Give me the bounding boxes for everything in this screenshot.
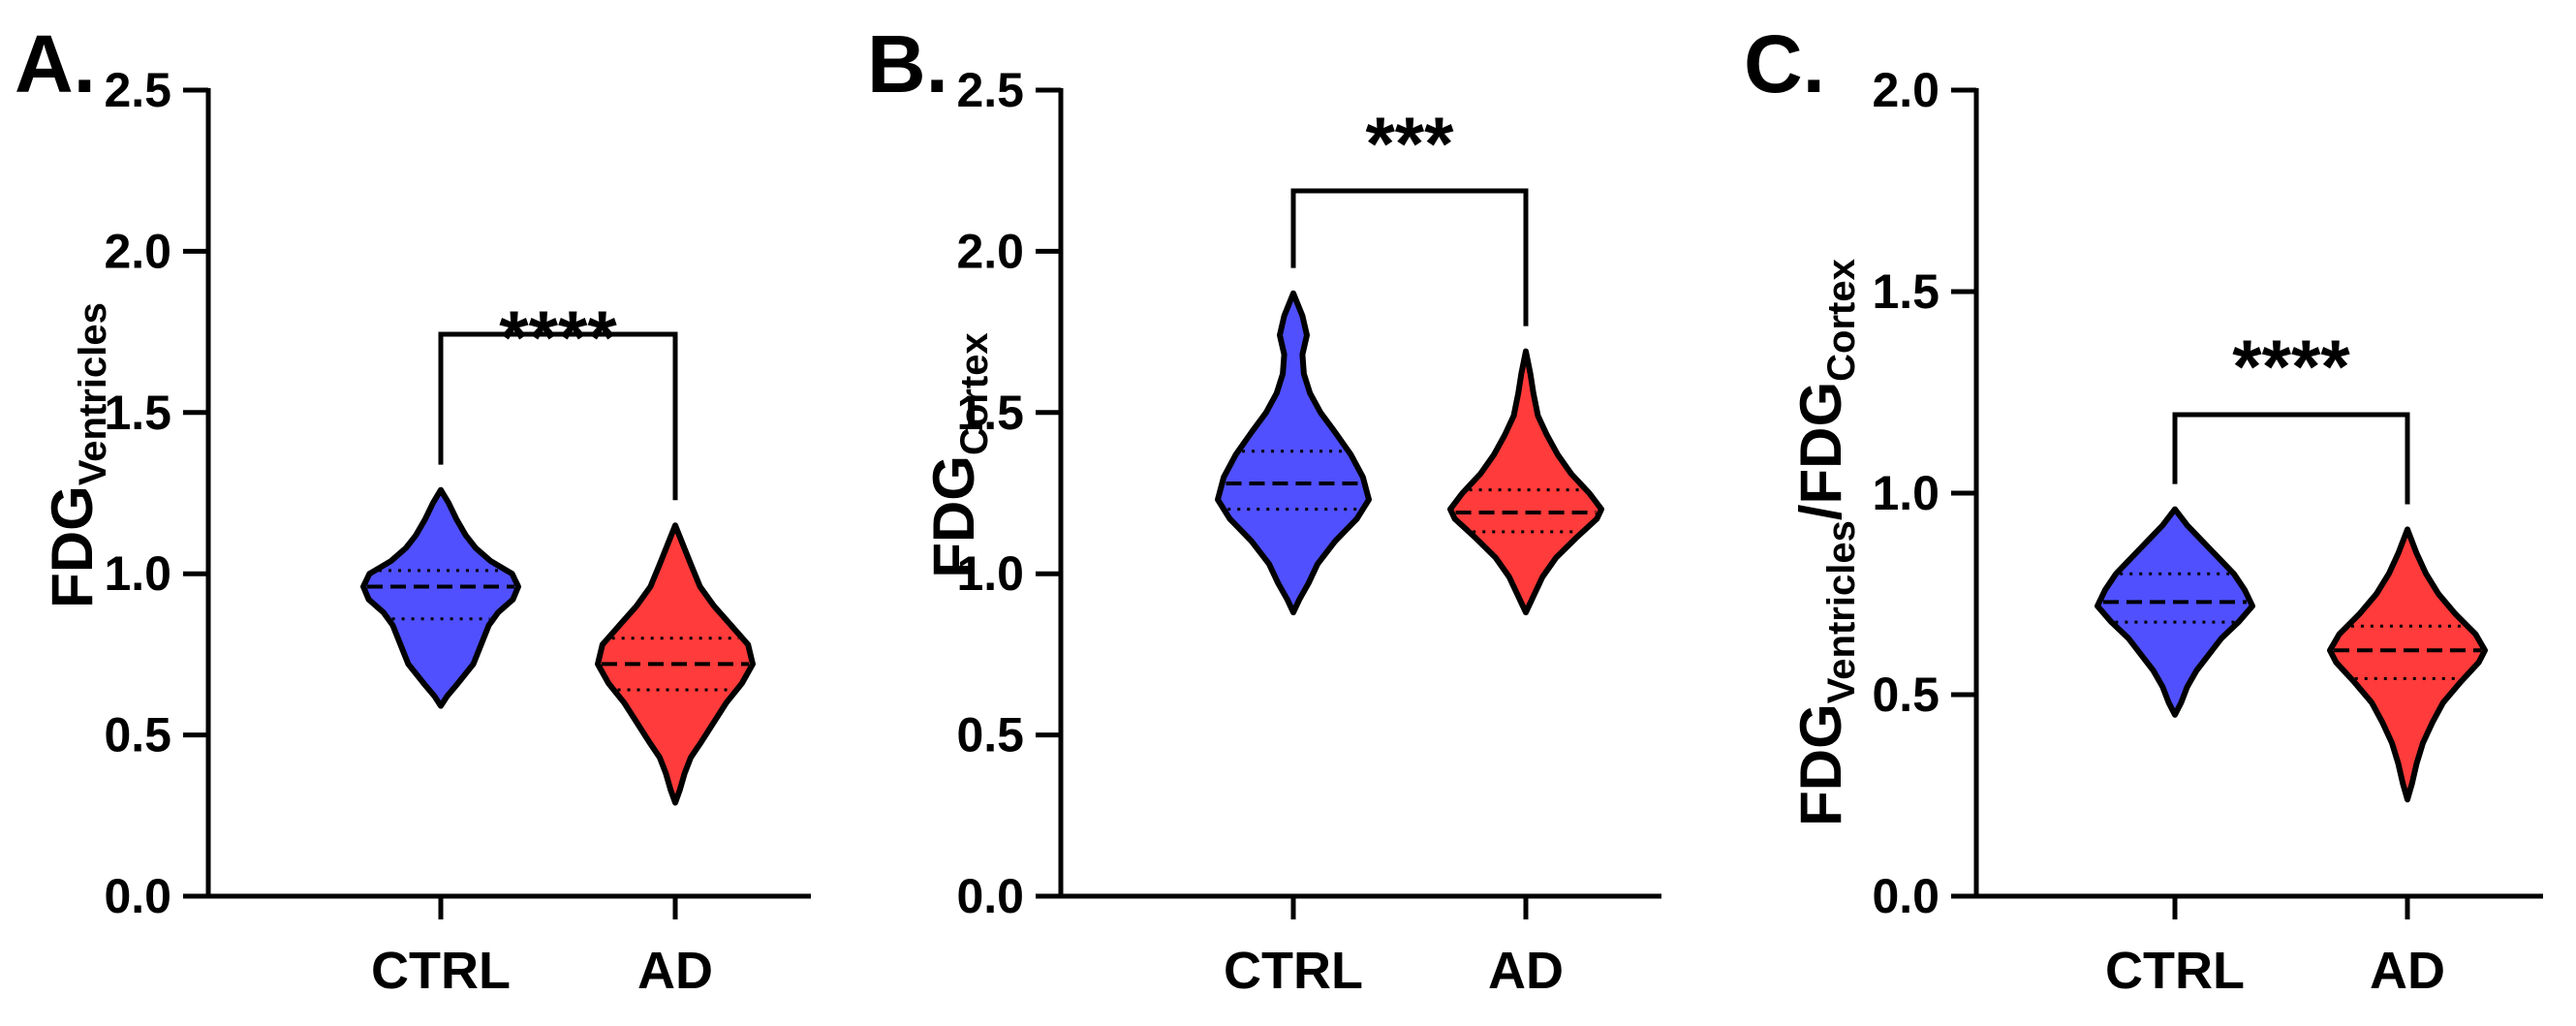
y-axis-label-part: /FDG xyxy=(1788,382,1853,520)
violin-ad xyxy=(1447,348,1604,616)
x-tick-label: CTRL xyxy=(371,942,511,1000)
x-tick-label: AD xyxy=(2370,942,2445,1000)
bracket-line xyxy=(1290,188,1529,326)
panel-label: A. xyxy=(15,18,96,109)
y-axis-label: FDGCortex xyxy=(921,332,996,577)
violin-ctrl xyxy=(1215,290,1372,616)
bracket-line xyxy=(438,331,678,501)
violin-body xyxy=(1215,290,1372,616)
y-tick-label: 0.5 xyxy=(956,708,1024,762)
y-tick-label: 1.0 xyxy=(956,546,1024,601)
x-tick-label: AD xyxy=(1488,942,1564,1000)
panel-label: B. xyxy=(867,18,948,109)
y-axis-label-part: FDG xyxy=(1788,703,1853,826)
significance-bracket: *** xyxy=(1290,101,1529,326)
y-tick-label: 0.0 xyxy=(104,869,171,923)
violin-body xyxy=(2095,506,2255,718)
violin-ctrl xyxy=(2095,506,2255,718)
bracket-line xyxy=(2172,412,2410,505)
y-tick-label: 1.0 xyxy=(104,546,171,601)
y-tick-label: 2.0 xyxy=(104,224,171,278)
x-tick-label: AD xyxy=(637,942,713,1000)
violin-body xyxy=(360,486,521,709)
y-tick-label: 0.5 xyxy=(104,708,171,762)
significance-stars: **** xyxy=(499,295,617,380)
significance-stars: **** xyxy=(2232,324,2350,409)
violin-body xyxy=(1447,348,1604,616)
x-tick-label: CTRL xyxy=(1224,942,1363,1000)
y-axis-label-part: FDG xyxy=(921,455,986,578)
y-tick-label: 1.0 xyxy=(1872,466,1940,520)
panel-a: A. 0.0 0.5 1.0 1.5 2.0 2.5 CTRL AD FDGVentricles *… xyxy=(15,18,811,1000)
y-axis-label-subscript: Cortex xyxy=(953,332,996,455)
y-tick-label: 2.5 xyxy=(956,63,1024,117)
violin-ctrl xyxy=(360,486,521,709)
y-axis-label-part: FDG xyxy=(40,485,105,608)
y-tick-label: 1.5 xyxy=(1872,264,1940,319)
y-tick-label: 1.5 xyxy=(956,386,1024,440)
panel-label: C. xyxy=(1744,18,1825,109)
y-axis-label-subscript: Ventricles xyxy=(72,302,114,485)
significance-stars: *** xyxy=(1365,101,1454,186)
y-axis-label: FDGVentricles xyxy=(40,302,114,608)
y-tick-label: 2.0 xyxy=(1872,63,1940,117)
y-tick-label: 0.0 xyxy=(956,869,1024,923)
violin-ad xyxy=(595,522,756,806)
panel-c: C. 0.0 0.5 1.0 1.5 2.0 CTRL AD FDGVentricles/FDG… xyxy=(1744,18,2543,1000)
y-tick-label: 2.0 xyxy=(956,224,1024,278)
significance-bracket: **** xyxy=(2172,324,2410,505)
violin-body xyxy=(2327,526,2488,803)
significance-bracket: **** xyxy=(438,295,678,501)
y-tick-label: 2.5 xyxy=(104,63,171,117)
x-tick-label: CTRL xyxy=(2105,942,2245,1000)
panel-b: B. 0.0 0.5 1.0 1.5 2.0 2.5 CTRL AD FDGCortex *** xyxy=(867,18,1661,1000)
y-axis-label-subscript: Cortex xyxy=(1820,259,1863,382)
y-tick-label: 0.0 xyxy=(1872,869,1940,923)
y-axis-label-subscript: Ventricles xyxy=(1820,520,1863,703)
y-tick-label: 1.5 xyxy=(104,386,171,440)
y-tick-label: 0.5 xyxy=(1872,668,1940,722)
violin-ad xyxy=(2327,526,2488,803)
y-axis-label: FDGVentricles/FDGCortex xyxy=(1788,259,1863,826)
